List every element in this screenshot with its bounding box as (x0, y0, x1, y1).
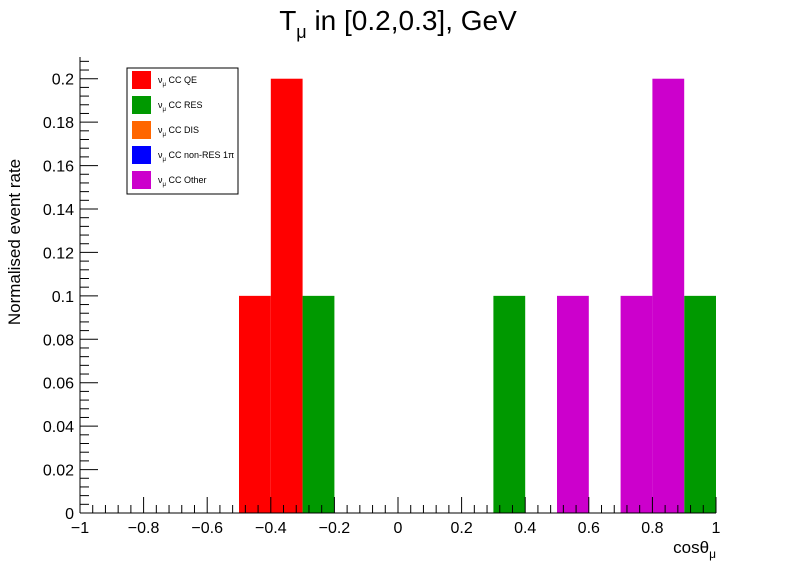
chart-title: Tμ in [0.2,0.3], GeV (279, 5, 517, 42)
legend-label-3: νμ CC non-RES 1π (158, 150, 234, 163)
legend-swatch-3 (132, 146, 151, 164)
x-tick-label: −0.6 (191, 520, 223, 537)
legend-swatch-2 (132, 121, 151, 139)
legend-swatch-4 (132, 171, 151, 189)
y-tick-label: 0.1 (52, 289, 74, 306)
bar-4-0 (557, 295, 589, 513)
x-tick-label: −0.4 (255, 520, 287, 537)
y-tick-label: 0.02 (43, 463, 74, 480)
x-tick-label: 0.8 (641, 520, 663, 537)
bars-layer (239, 78, 716, 513)
y-tick-label: 0.18 (43, 115, 74, 132)
bar-1-2 (684, 295, 716, 513)
legend-label-2: νμ CC DIS (158, 125, 199, 138)
x-tick-label: 0.6 (578, 520, 600, 537)
bar-4-1 (620, 295, 653, 513)
x-axis-label: cosθμ (673, 538, 716, 561)
y-tick-label: 0.04 (43, 419, 74, 436)
x-tick-label: −0.8 (128, 520, 160, 537)
x-tick-label: 1 (712, 520, 721, 537)
legend-swatch-1 (132, 96, 151, 114)
legend: νμ CC QE νμ CC RES νμ CC DIS νμ CC non-RES … (126, 67, 239, 195)
legend-swatch-0 (132, 71, 151, 89)
x-tick-label: −0.2 (319, 520, 351, 537)
y-axis-label: Normalised event rate (5, 159, 24, 325)
bar-0-0 (239, 295, 271, 513)
y-tick-label: 0.12 (43, 245, 74, 262)
bar-0-1 (270, 78, 303, 513)
y-tick-label: 0 (65, 506, 74, 523)
y-tick-label: 0.16 (43, 159, 74, 176)
bar-1-1 (493, 295, 526, 513)
x-tick-label: −1 (71, 520, 89, 537)
x-tick-label: 0.2 (450, 520, 472, 537)
y-tick-label: 0.14 (43, 202, 74, 219)
legend-label-1: νμ CC RES (158, 100, 202, 113)
y-tick-label: 0.06 (43, 376, 74, 393)
bar-4-2 (652, 78, 685, 513)
x-tick-label: 0.4 (514, 520, 536, 537)
legend-label-0: νμ CC QE (158, 75, 197, 88)
bar-1-0 (302, 295, 335, 513)
x-tick-label: 0 (394, 520, 403, 537)
y-tick-label: 0.2 (52, 72, 74, 89)
axes-layer: −1 −0.8 −0.6 −0.4 −0.2 0 0.2 0.4 0.6 0.8 1 0 0.02 0.0… (43, 57, 721, 537)
legend-label-4: νμ CC Other (158, 175, 206, 188)
y-tick-label: 0.08 (43, 332, 74, 349)
